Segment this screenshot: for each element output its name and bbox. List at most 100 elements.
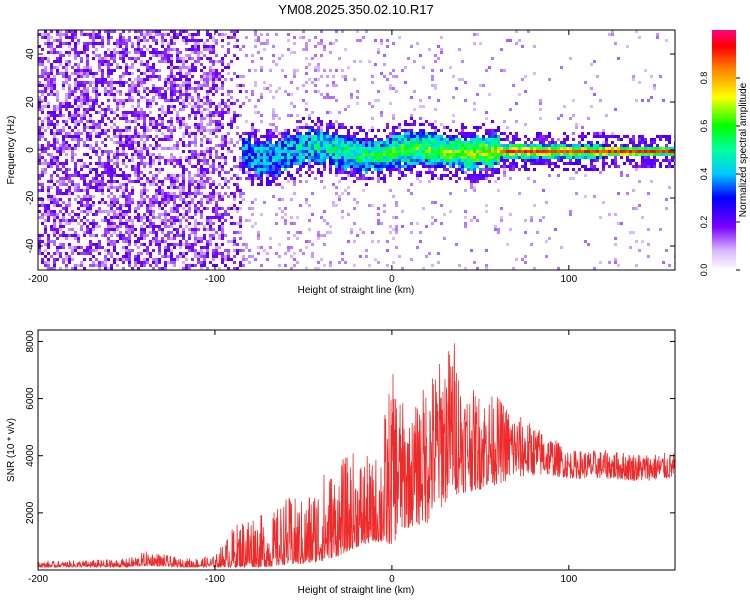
spectrogram-cell bbox=[104, 228, 107, 231]
spectrogram-cell bbox=[233, 165, 236, 168]
spectrogram-cell bbox=[191, 183, 194, 186]
spectrogram-cell bbox=[143, 135, 146, 138]
spectrogram-cell bbox=[125, 81, 128, 84]
spectrogram-cell bbox=[149, 102, 152, 105]
spectrogram-cell bbox=[443, 141, 446, 144]
spectrogram-cell bbox=[251, 93, 254, 96]
spectrogram-cell bbox=[200, 174, 203, 177]
spectrogram-cell bbox=[44, 33, 47, 36]
spectrogram-cell bbox=[41, 162, 44, 165]
spectrogram-cell bbox=[185, 60, 188, 63]
spectrogram-cell bbox=[137, 207, 140, 210]
spectrogram-cell bbox=[125, 141, 128, 144]
spectrogram-cell bbox=[113, 60, 116, 63]
spectrogram-cell bbox=[245, 120, 248, 123]
spectrogram-cell bbox=[440, 147, 443, 150]
spectrogram-cell bbox=[164, 195, 167, 198]
spectrogram-cell bbox=[62, 180, 65, 183]
spectrogram-cell bbox=[455, 144, 458, 147]
spectrogram-cell bbox=[284, 165, 287, 168]
spectrogram-cell bbox=[200, 213, 203, 216]
spectrogram-cell bbox=[371, 240, 374, 243]
spectrogram-cell bbox=[401, 225, 404, 228]
spectrogram-cell bbox=[89, 210, 92, 213]
spectrogram-cell bbox=[281, 210, 284, 213]
spectrogram-cell bbox=[209, 36, 212, 39]
spectrogram-cell bbox=[140, 234, 143, 237]
spectrogram-cell bbox=[233, 159, 236, 162]
spectrogram-cell bbox=[275, 126, 278, 129]
spectrogram-cell bbox=[368, 156, 371, 159]
spectrogram-cell bbox=[434, 135, 437, 138]
spectrogram-cell bbox=[404, 150, 407, 153]
spectrogram-cell bbox=[86, 75, 89, 78]
spectrogram-cell bbox=[323, 210, 326, 213]
spectrogram-cell bbox=[179, 120, 182, 123]
spectrogram-cell bbox=[251, 129, 254, 132]
spectrogram-cell bbox=[317, 90, 320, 93]
spectrogram-cell bbox=[86, 213, 89, 216]
spectrogram-cell bbox=[458, 141, 461, 144]
spectrogram-cell bbox=[410, 222, 413, 225]
spectrogram-cell bbox=[50, 177, 53, 180]
spectrogram-cell bbox=[95, 222, 98, 225]
spectrogram-cell bbox=[80, 99, 83, 102]
spectrogram-cell bbox=[473, 102, 476, 105]
spectrogram-cell bbox=[41, 90, 44, 93]
spectrogram-cell bbox=[476, 177, 479, 180]
spectrogram-cell bbox=[167, 99, 170, 102]
spectrogram-cell bbox=[410, 132, 413, 135]
spectrogram-cell bbox=[110, 168, 113, 171]
spectrogram-cell bbox=[209, 78, 212, 81]
spectrogram-cell bbox=[524, 75, 527, 78]
spectrogram-cell bbox=[200, 216, 203, 219]
spectrogram-cell bbox=[113, 180, 116, 183]
spectrogram-cell bbox=[206, 207, 209, 210]
spectrogram-cell bbox=[143, 87, 146, 90]
spectrogram-cell bbox=[119, 54, 122, 57]
spectrogram-cell bbox=[92, 177, 95, 180]
spectrogram-cell bbox=[95, 210, 98, 213]
spectrogram-cell bbox=[206, 201, 209, 204]
spectrogram-cell bbox=[56, 213, 59, 216]
spectrogram-cell bbox=[86, 45, 89, 48]
spectrogram-cell bbox=[377, 138, 380, 141]
spectrogram-cell bbox=[137, 258, 140, 261]
spectrogram-cell bbox=[239, 75, 242, 78]
spectrogram-cell bbox=[221, 144, 224, 147]
spectrogram-cell bbox=[53, 135, 56, 138]
spectrogram-cell bbox=[107, 210, 110, 213]
spectrogram-cell bbox=[227, 207, 230, 210]
spectrogram-cell bbox=[122, 54, 125, 57]
spectrogram-cell bbox=[155, 147, 158, 150]
spectrogram-cell bbox=[383, 153, 386, 156]
spectrogram-cell bbox=[74, 168, 77, 171]
spectrogram-cell bbox=[140, 216, 143, 219]
spectrogram-cell bbox=[155, 183, 158, 186]
spectrogram-cell bbox=[170, 36, 173, 39]
spectrogram-cell bbox=[431, 132, 434, 135]
spectrogram-cell bbox=[254, 150, 257, 153]
spectrogram-cell bbox=[125, 246, 128, 249]
spectrogram-cell bbox=[275, 141, 278, 144]
spectrogram-cell bbox=[41, 135, 44, 138]
spectrogram-cell bbox=[116, 198, 119, 201]
spectrogram-cell bbox=[131, 153, 134, 156]
spectrogram-cell bbox=[158, 243, 161, 246]
spectrogram-cell bbox=[89, 66, 92, 69]
spectrogram-cell bbox=[263, 81, 266, 84]
spectrogram-cell bbox=[350, 93, 353, 96]
spectrogram-cell bbox=[98, 264, 101, 267]
spectrogram-cell bbox=[176, 90, 179, 93]
spectrogram-cell bbox=[305, 246, 308, 249]
spectrogram-cell bbox=[470, 249, 473, 252]
spectrogram-cell bbox=[272, 174, 275, 177]
spectrogram-cell bbox=[83, 195, 86, 198]
spectrogram-cell bbox=[320, 159, 323, 162]
spectrogram-cell bbox=[221, 156, 224, 159]
spectrogram-cell bbox=[47, 72, 50, 75]
spectrogram-cell bbox=[125, 63, 128, 66]
spectrogram-cell bbox=[353, 138, 356, 141]
spectrogram-cell bbox=[110, 63, 113, 66]
spectrogram-cell bbox=[515, 42, 518, 45]
